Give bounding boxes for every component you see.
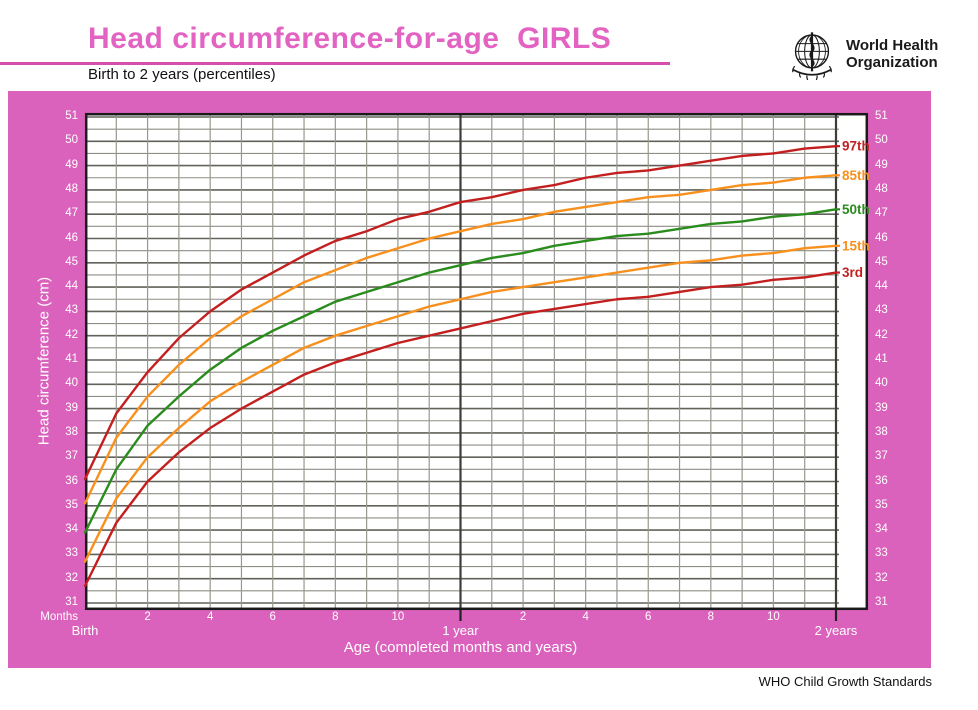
- curve-50th: [83, 208, 838, 534]
- y-tick-label-right: 43: [875, 304, 888, 317]
- curve-97th: [83, 144, 838, 481]
- y-tick-label-right: 51: [875, 110, 888, 122]
- y-tick-label-right: 48: [875, 182, 888, 195]
- page-subtitle: Birth to 2 years (percentiles): [88, 66, 276, 83]
- x-axis-unit-label: Months: [40, 611, 78, 623]
- curve-3rd: [83, 271, 838, 588]
- y-tick-label-left: 33: [65, 547, 78, 560]
- y-tick-label-right: 33: [875, 547, 888, 560]
- title-underline: [0, 62, 670, 65]
- x-tick-label-month: 6: [269, 611, 276, 623]
- y-tick-label-left: 32: [65, 571, 78, 584]
- y-axis-title: Head circumference (cm): [35, 276, 53, 446]
- who-logo-text: World Health Organization: [846, 37, 938, 71]
- y-tick-label-right: 36: [875, 474, 888, 487]
- y-tick-label-left: 31: [65, 596, 78, 608]
- who-emblem-icon: [792, 32, 832, 80]
- y-tick-label-right: 35: [875, 498, 888, 511]
- y-tick-label-right: 45: [875, 255, 888, 268]
- y-tick-label-left: 49: [65, 158, 78, 171]
- y-tick-label-left: 34: [65, 523, 78, 536]
- y-tick-label-left: 35: [65, 498, 78, 511]
- y-tick-label-right: 46: [875, 231, 888, 244]
- curve-15th: [83, 244, 838, 563]
- footer-text: WHO Child Growth Standards: [758, 674, 932, 689]
- y-tick-label-left: 40: [65, 377, 78, 390]
- x-tick-label-month: 8: [707, 611, 715, 623]
- who-logo: World Health Organization: [786, 28, 938, 80]
- x-tick-label-Birth: Birth: [71, 623, 99, 638]
- y-tick-label-left: 50: [65, 134, 78, 147]
- chart-plot: 97th 85th 50th 15th 3rd: [83, 112, 870, 621]
- y-tick-label-right: 42: [875, 328, 888, 341]
- x-tick-label-month: 4: [582, 611, 589, 623]
- curve-label-50th: 50th: [842, 202, 870, 217]
- y-tick-label-left: 48: [65, 182, 78, 195]
- x-tick-label-month: 10: [391, 611, 405, 623]
- x-tick-label-month: 4: [206, 611, 214, 623]
- y-tick-label-right: 38: [875, 425, 888, 438]
- x-tick-label-month: 6: [645, 611, 652, 623]
- x-tick-label-month: 2: [519, 611, 527, 623]
- curve-label-97th: 97th: [842, 139, 870, 154]
- x-tick-label-1-year: 1 year: [442, 623, 479, 638]
- curve-label-85th: 85th: [842, 168, 870, 183]
- y-tick-label-left: 41: [65, 353, 78, 365]
- who-logo-line1: World Health: [846, 37, 939, 54]
- who-logo-line2: Organization: [846, 54, 938, 71]
- x-tick-label-month: 10: [767, 611, 780, 623]
- growth-chart-panel: Head circumference (cm) 97th 85th 50th 15th…: [8, 91, 931, 668]
- y-tick-label-left: 46: [65, 231, 78, 244]
- y-tick-label-left: 51: [65, 110, 78, 122]
- x-axis-title: Age (completed months and years): [343, 639, 578, 656]
- y-tick-label-right: 50: [875, 134, 888, 147]
- y-tick-label-right: 34: [875, 523, 888, 536]
- y-tick-label-right: 41: [875, 353, 888, 365]
- curve-85th: [83, 174, 838, 505]
- page-title: Head circumference-for-age GIRLS: [88, 22, 612, 55]
- x-tick-label-2-years: 2 years: [814, 623, 858, 638]
- y-tick-label-right: 37: [875, 450, 888, 463]
- y-tick-label-right: 39: [875, 401, 888, 414]
- y-tick-label-left: 43: [65, 304, 78, 317]
- y-tick-label-right: 31: [875, 596, 888, 608]
- y-tick-label-right: 40: [875, 377, 888, 390]
- x-tick-label-month: 8: [332, 611, 339, 623]
- y-tick-label-left: 38: [65, 425, 78, 438]
- y-tick-label-right: 47: [875, 207, 888, 220]
- y-tick-label-left: 47: [65, 207, 78, 220]
- y-tick-label-left: 39: [65, 401, 78, 414]
- y-tick-label-right: 49: [875, 158, 888, 171]
- curve-label-15th: 15th: [842, 238, 870, 253]
- x-tick-label-month: 2: [144, 611, 151, 623]
- y-tick-label-right: 32: [875, 571, 888, 584]
- y-tick-label-left: 42: [65, 328, 78, 341]
- y-tick-label-left: 37: [65, 450, 78, 463]
- y-tick-label-left: 45: [65, 255, 78, 268]
- y-tick-label-right: 44: [875, 280, 888, 293]
- curve-label-3rd: 3rd: [842, 265, 863, 280]
- y-tick-label-left: 44: [65, 280, 78, 293]
- y-tick-label-left: 36: [65, 474, 78, 487]
